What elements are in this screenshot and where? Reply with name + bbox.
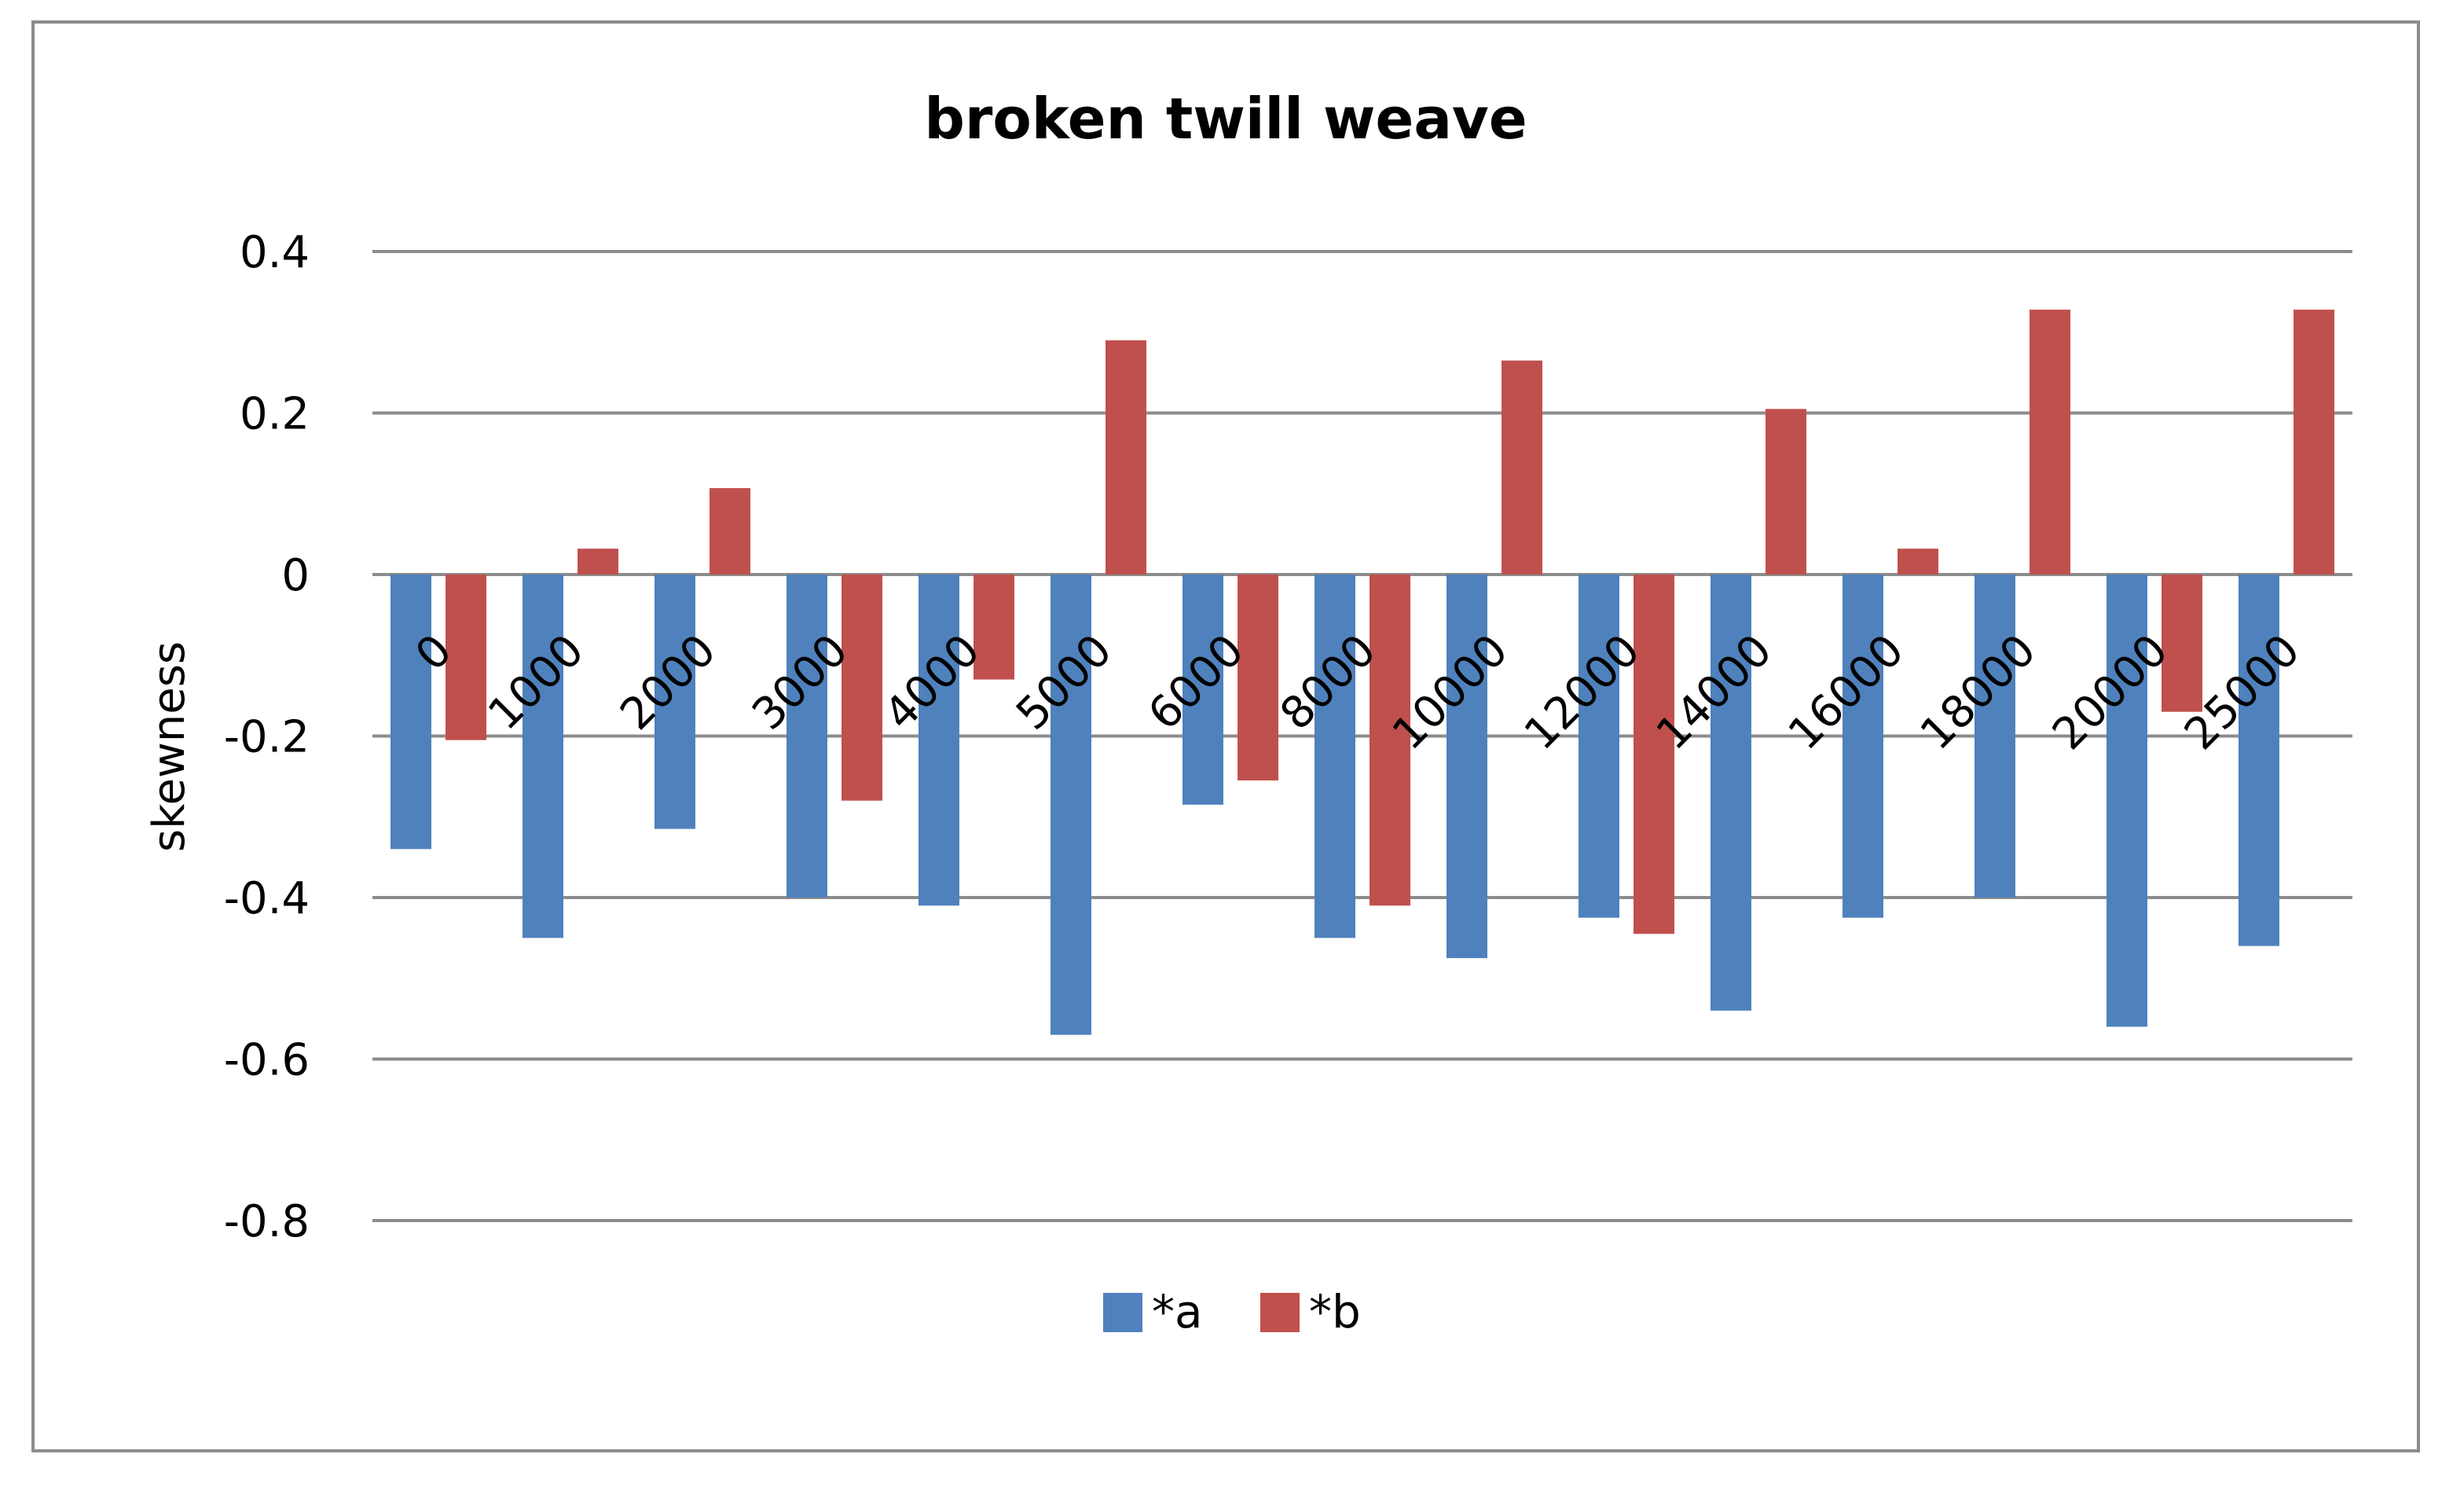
bar-a bbox=[1446, 575, 1487, 959]
chart: broken twill weave 0.4 0.2 0 -0.2 -0.4 -0.6 -0… bbox=[144, 86, 2352, 1338]
y-axis-tick-labels: 0.4 0.2 0 -0.2 -0.4 -0.6 -0.8 bbox=[224, 227, 310, 1247]
bar-b bbox=[1106, 340, 1146, 575]
bar-b bbox=[2162, 575, 2202, 712]
bar-a bbox=[1182, 575, 1223, 805]
bar-a bbox=[1578, 575, 1619, 918]
bar-b bbox=[1898, 549, 1938, 575]
bar-b bbox=[1502, 360, 1542, 575]
y-tick-label: 0.4 bbox=[240, 227, 310, 278]
y-tick-label: -0.6 bbox=[224, 1035, 310, 1086]
bar-a bbox=[1842, 575, 1883, 918]
legend-swatch bbox=[1103, 1293, 1142, 1332]
chart-title: broken twill weave bbox=[924, 86, 1527, 152]
gridlines bbox=[372, 250, 2352, 1222]
bars bbox=[390, 309, 2334, 1035]
legend-swatch bbox=[1260, 1293, 1300, 1332]
bar-b bbox=[1766, 409, 1806, 575]
bar-a bbox=[1710, 575, 1751, 1011]
legend-label: *b bbox=[1309, 1285, 1361, 1338]
bar-a bbox=[2106, 575, 2147, 1027]
legend-label: *a bbox=[1152, 1285, 1203, 1338]
bar-a bbox=[1050, 575, 1091, 1035]
bar-b bbox=[2030, 309, 2070, 575]
bar-a bbox=[522, 575, 563, 938]
bar-b bbox=[842, 575, 882, 801]
legend: *a *b bbox=[1103, 1285, 1361, 1338]
bar-a bbox=[918, 575, 959, 906]
y-tick-label: 0 bbox=[281, 550, 310, 601]
bar-b bbox=[446, 575, 486, 740]
y-tick-label: -0.8 bbox=[224, 1196, 310, 1247]
bar-b bbox=[1634, 575, 1674, 934]
bar-a bbox=[390, 575, 431, 850]
bar-a bbox=[654, 575, 695, 829]
bar-b bbox=[578, 549, 618, 575]
y-tick-label: 0.2 bbox=[240, 389, 310, 440]
bar-b bbox=[974, 575, 1014, 680]
bar-a bbox=[786, 575, 827, 898]
y-axis-title: skewness bbox=[144, 641, 195, 852]
bar-b bbox=[2294, 309, 2334, 575]
y-tick-label: -0.4 bbox=[224, 873, 310, 924]
bar-b bbox=[710, 488, 750, 575]
y-tick-label: -0.2 bbox=[224, 712, 310, 763]
bar-b bbox=[1370, 575, 1410, 906]
bar-a bbox=[1314, 575, 1355, 938]
bar-a bbox=[1974, 575, 2015, 898]
bar-a bbox=[2238, 575, 2279, 946]
chart-frame: broken twill weave 0.4 0.2 0 -0.2 -0.4 -0.6 -0… bbox=[31, 20, 2420, 1452]
bar-b bbox=[1238, 575, 1278, 781]
